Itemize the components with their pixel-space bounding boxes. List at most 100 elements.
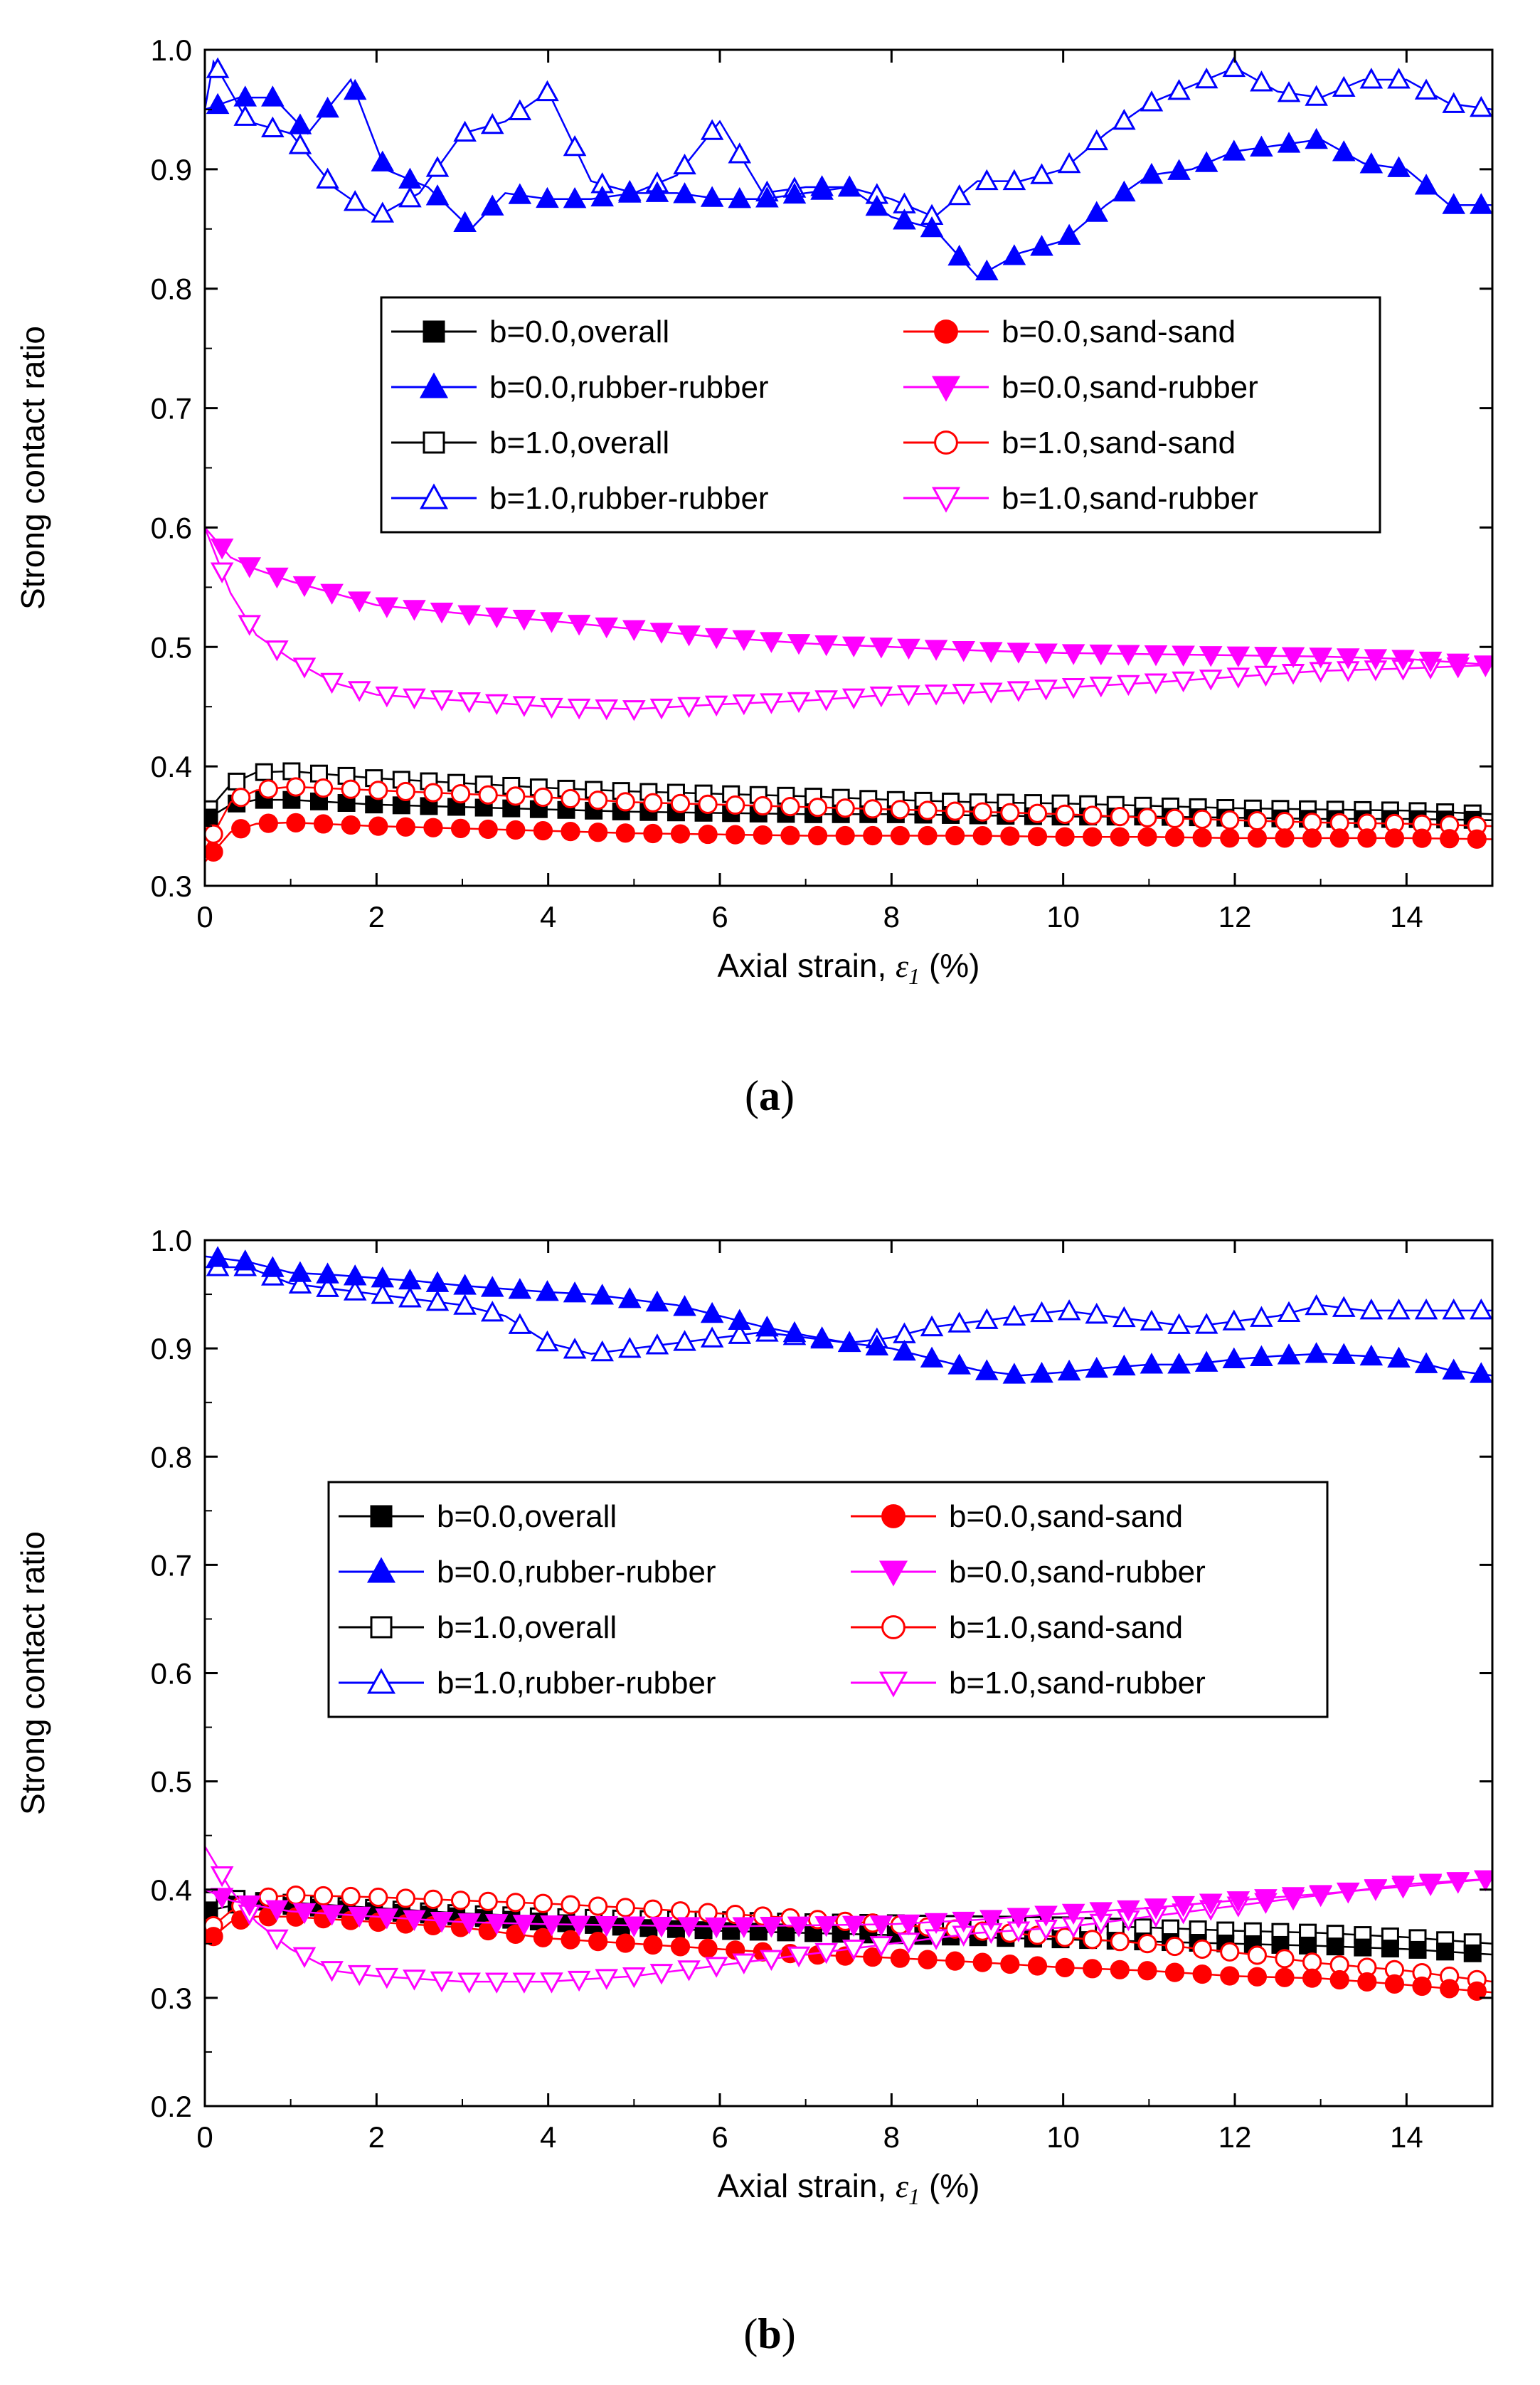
data-point [206, 1246, 230, 1267]
data-point [760, 693, 783, 714]
data-point [1275, 828, 1295, 848]
data-point [975, 169, 999, 191]
data-point [430, 602, 454, 624]
legend-marker [878, 1560, 908, 1587]
legend-item: b=0.0,overall [339, 1499, 617, 1534]
legend-marker [881, 1615, 906, 1639]
data-point [1002, 1304, 1026, 1326]
data-point [368, 1887, 388, 1908]
data-point [1137, 808, 1157, 827]
data-point [508, 183, 532, 204]
data-point [453, 211, 477, 233]
data-point [807, 825, 828, 846]
data-point [1418, 1875, 1443, 1897]
data-point [430, 690, 454, 712]
data-point [1332, 1296, 1356, 1317]
data-point [1302, 828, 1322, 848]
data-point [1412, 828, 1432, 848]
data-point [1357, 1972, 1377, 1992]
data-point [814, 690, 838, 712]
data-point [1055, 804, 1075, 824]
data-point [1000, 1954, 1020, 1974]
data-point [918, 1950, 938, 1969]
data-point [865, 194, 889, 216]
data-point [1061, 678, 1085, 699]
data-point [1057, 1359, 1081, 1381]
data-point [261, 85, 285, 107]
data-point [206, 92, 230, 115]
data-point [423, 818, 443, 837]
data-point [622, 1916, 646, 1937]
data-point [1354, 1938, 1372, 1957]
data-point [1414, 78, 1438, 100]
data-point [210, 562, 234, 583]
data-point [618, 1287, 642, 1308]
data-point [1137, 1961, 1157, 1981]
data-point [347, 681, 371, 702]
data-point [704, 1917, 728, 1939]
data-point [341, 815, 361, 835]
data-point [677, 625, 701, 647]
legend-label: b=1.0,sand-sand [1002, 425, 1236, 460]
data-point [890, 825, 910, 846]
data-point [478, 1891, 498, 1911]
data-point [320, 672, 344, 694]
data-point [837, 1331, 861, 1353]
x-tick-label: 8 [883, 900, 900, 934]
data-point [787, 1916, 811, 1937]
data-point [1222, 55, 1246, 78]
data-point [316, 96, 339, 118]
y-tick-label: 0.5 [151, 630, 192, 664]
data-point [1000, 826, 1020, 846]
data-point [1194, 1350, 1218, 1372]
data-point [288, 1272, 312, 1294]
data-point [343, 78, 367, 100]
legend-box [380, 296, 1381, 534]
data-point [371, 201, 395, 223]
y-axis-label: Strong contact ratio [14, 326, 51, 610]
data-point [430, 1912, 454, 1933]
data-point [1027, 803, 1048, 823]
data-point [865, 1334, 889, 1356]
data-point [316, 1276, 339, 1297]
data-point [841, 1940, 866, 1961]
data-point [1336, 1882, 1360, 1904]
data-point [1281, 1887, 1305, 1908]
data-point [760, 1950, 783, 1971]
y-tick-label: 0.2 [151, 2090, 192, 2123]
caption-a: (a) [745, 1072, 795, 1119]
data-point [673, 1295, 696, 1316]
data-point [1446, 1873, 1470, 1894]
data-point [1057, 1299, 1081, 1321]
data-point [233, 105, 257, 126]
data-point [1192, 827, 1212, 847]
y-tick-label: 0.3 [151, 1982, 192, 2015]
y-tick-label: 0.4 [151, 1873, 192, 1907]
data-point [924, 640, 948, 661]
data-point [480, 194, 504, 216]
data-point [979, 642, 1003, 663]
data-point [1446, 653, 1470, 675]
data-point [1275, 812, 1295, 832]
data-point [1440, 829, 1460, 849]
data-point [760, 1917, 783, 1938]
data-point [292, 1947, 317, 1968]
data-point [1470, 1362, 1492, 1383]
data-point [398, 167, 422, 189]
data-point [480, 1276, 504, 1297]
x-tick-label: 14 [1390, 900, 1423, 934]
data-point [1391, 650, 1415, 671]
data-point [1247, 1967, 1267, 1987]
data-point [423, 783, 443, 803]
y-tick-label: 0.9 [151, 1332, 192, 1365]
data-point [1250, 135, 1273, 157]
data-point [1192, 1939, 1212, 1959]
x-tick-label: 2 [368, 2120, 385, 2154]
data-point [1144, 673, 1168, 694]
data-point [1030, 163, 1053, 184]
data-point [780, 825, 800, 845]
data-point [265, 1929, 289, 1951]
data-point [615, 823, 635, 843]
data-point [1277, 81, 1301, 102]
y-tick-label: 0.6 [151, 1657, 192, 1691]
